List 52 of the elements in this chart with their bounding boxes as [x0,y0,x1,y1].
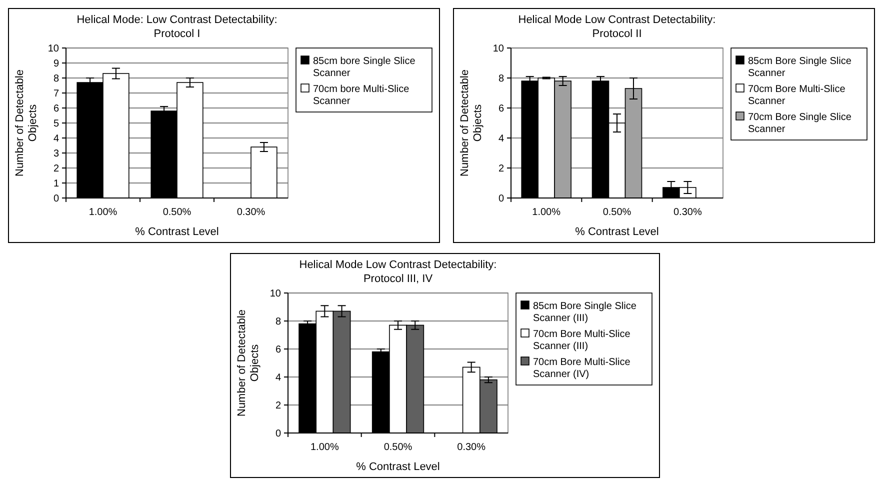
y-axis-title: Number of Detectable Objects [14,70,39,176]
y-axis-title: Number of Detectable Objects [459,70,484,176]
y-tick-label: 4 [275,372,282,384]
legend-label: 85cm bore Single Slice Scanner [313,56,416,79]
y-tick-label: 10 [48,44,60,54]
legend-label: 85cm Bore Single Slice Scanner [748,56,852,79]
x-tick-label: 0.50% [602,207,632,218]
x-tick-label: 1.00% [88,207,118,218]
x-axis-title: % Contrast Level [575,226,659,238]
y-tick-label: 3 [53,148,60,160]
y-tick-label: 0 [275,428,282,440]
y-tick-label: 7 [53,88,60,100]
legend-label: 70cm Bore Multi-Slice Scanner [748,84,846,107]
y-tick-label: 5 [53,118,60,130]
legend-label: 85cm Bore Single Slice Scanner (III) [533,301,637,324]
y-tick-label: 8 [498,74,504,84]
y-tick-label: 8 [53,74,60,84]
y-tick-label: 2 [53,164,60,174]
y-tick-label: 6 [275,344,282,356]
legend-label: 70cm bore Multi-Slice Scanner [313,84,410,107]
y-tick-label: 9 [53,58,60,70]
chart-title: Helical Mode Low Contrast Detectability: [299,259,497,271]
legend-label: 70cm Bore Single Slice Scanner [748,112,852,135]
y-tick-label: 1 [53,178,60,190]
x-tick-label: 1.00% [310,442,339,453]
x-tick-label: 0.30% [673,207,702,218]
y-axis-title: Number of Detectable Objects [236,310,261,416]
y-tick-label: 6 [53,104,60,114]
y-tick-label: 6 [498,104,504,114]
x-tick-label: 0.50% [384,442,412,453]
y-tick-label: 2 [498,164,504,174]
legend-label: 70cm Bore Multi-Slice Scanner (III) [533,329,631,352]
x-tick-label: 0.50% [162,207,192,218]
x-tick-label: 0.30% [457,442,486,453]
y-tick-label: 8 [275,316,282,328]
x-axis-title: % Contrast Level [356,461,440,473]
x-tick-label: 0.30% [236,207,266,218]
chart-subtitle: Protocol III, IV [363,273,434,285]
chart-title: Helical Mode: Low Contrast Detectability: [76,14,278,26]
chart-subtitle: Protocol I [154,28,200,40]
chart-subtitle: Protocol II [592,28,642,40]
y-tick-label: 0 [53,194,60,204]
y-tick-label: 10 [492,44,504,54]
x-axis-title: % Contrast Level [135,226,219,238]
x-tick-label: 1.00% [532,207,561,218]
y-tick-label: 10 [270,288,282,300]
y-tick-label: 2 [275,400,282,412]
y-tick-label: 4 [498,134,504,144]
y-tick-label: 4 [53,134,60,144]
y-tick-label: 0 [498,194,504,204]
chart-title: Helical Mode Low Contrast Detectability: [518,14,716,26]
legend-label: 70cm Bore Multi-Slice Scanner (IV) [533,357,631,380]
